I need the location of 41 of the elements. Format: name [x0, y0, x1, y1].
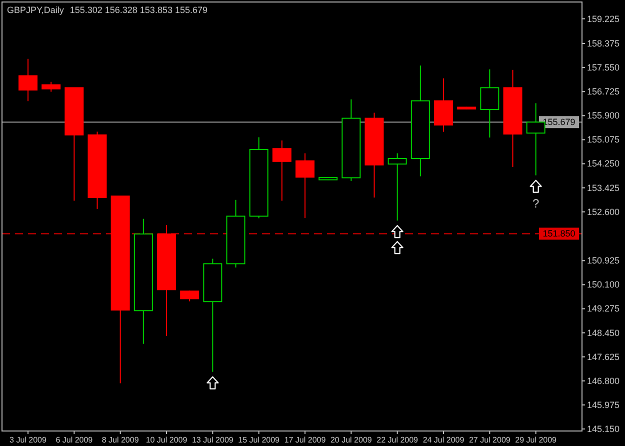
x-tick-label: 20 Jul 2009: [330, 436, 372, 444]
x-tick-label: 24 Jul 2009: [422, 436, 465, 444]
x-tick-label: 3 Jul 2009: [10, 436, 48, 444]
y-tick-label: 158.375: [587, 38, 620, 49]
y-tick-label: 155.900: [587, 110, 620, 121]
annotation: ?: [532, 196, 540, 210]
chart-subtitle: 155.302 156.328 153.853 155.679: [70, 5, 208, 15]
x-tick-label: 22 Jul 2009: [376, 436, 419, 444]
candlestick: [18, 58, 38, 102]
y-tick-label: 159.225: [587, 14, 620, 24]
y-tick-label: 150.925: [587, 256, 620, 266]
y-tick-label: 152.600: [587, 206, 620, 217]
ref-line-label: 155.679: [542, 117, 576, 128]
candlestick: [526, 102, 546, 176]
x-tick-label: 15 Jul 2009: [238, 436, 280, 444]
y-tick-label: 148.450: [587, 328, 620, 338]
candlestick: [180, 290, 200, 302]
y-tick-label: 153.425: [587, 182, 620, 193]
x-tick-label: 8 Jul 2009: [102, 436, 140, 444]
candlestick: [388, 152, 407, 222]
y-tick-label: 149.275: [587, 304, 620, 314]
y-tick-label: 146.800: [587, 376, 620, 386]
x-tick-label: 17 Jul 2009: [284, 436, 326, 444]
y-tick-label: 154.250: [587, 158, 620, 169]
y-tick-label: 156.725: [587, 86, 620, 97]
candlestick: [480, 68, 500, 138]
x-tick-label: 13 Jul 2009: [192, 436, 234, 444]
x-tick-label: 27 Jul 2009: [468, 436, 511, 444]
ref-line-label: 151.850: [542, 228, 576, 239]
chart-title: GBPJPY,Daily: [7, 5, 64, 15]
y-tick-label: 145.150: [587, 424, 620, 434]
y-tick-label: 147.625: [587, 352, 620, 362]
candlestick: [295, 152, 314, 218]
y-tick-label: 157.550: [587, 62, 620, 73]
x-tick-label: 29 Jul 2009: [515, 436, 558, 444]
y-tick-label: 155.075: [587, 134, 620, 145]
y-tick-label: 145.975: [587, 400, 620, 410]
candlestick: [272, 140, 292, 202]
x-tick-label: 10 Jul 2009: [146, 436, 188, 444]
x-tick-label: 6 Jul 2009: [56, 436, 94, 444]
y-tick-label: 150.100: [587, 280, 620, 290]
